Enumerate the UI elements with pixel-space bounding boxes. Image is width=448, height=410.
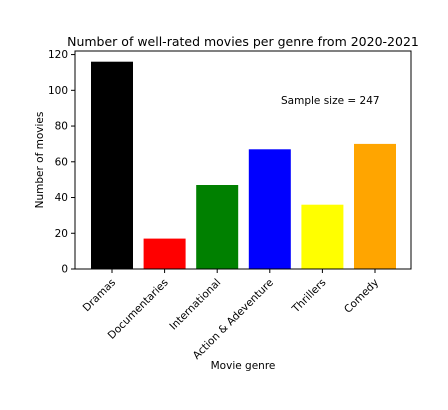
y-tick-label: 20 [55,228,68,240]
y-tick-label: 100 [48,85,68,97]
bar-international [196,185,239,269]
y-tick-label: 0 [61,264,68,276]
y-axis-label: Number of movies [34,112,46,209]
x-axis-label: Movie genre [211,360,276,372]
bar-action-adeventure [248,149,291,269]
x-tick-label: International [167,277,223,333]
y-tick-label: 60 [55,156,68,168]
x-tick-label: Thrillers [289,277,328,316]
y-axis: 0 20 40 60 80 100 120 [48,49,75,276]
bar-documentaries [143,238,186,269]
y-tick-label: 120 [48,49,68,61]
y-tick-label: 40 [55,192,68,204]
sample-size-annotation: Sample size = 247 [281,95,380,107]
plot-frame [74,50,412,270]
bar-thrillers [301,204,344,269]
bar-comedy [354,143,396,269]
y-tick-label: 80 [55,121,68,133]
x-tick-label: Comedy [342,277,381,316]
x-tick-label: Dramas [81,277,118,314]
bar-dramas [91,61,133,270]
bars-layer [91,61,396,270]
chart-title: Number of well-rated movies per genre fr… [67,34,419,49]
